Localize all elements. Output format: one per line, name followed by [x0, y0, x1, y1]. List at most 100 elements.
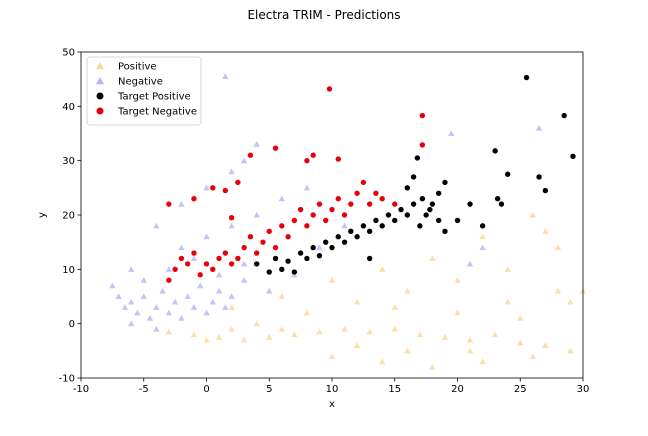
data-point — [391, 304, 398, 310]
data-point — [378, 222, 386, 230]
data-point — [240, 336, 248, 343]
data-point — [265, 228, 273, 235]
data-point — [322, 217, 330, 224]
data-point — [253, 320, 260, 327]
data-point — [178, 255, 185, 262]
data-point — [240, 277, 248, 283]
data-point — [228, 325, 235, 332]
data-point — [297, 249, 304, 257]
data-point — [391, 217, 399, 224]
data-point — [291, 217, 298, 224]
data-point — [529, 353, 536, 359]
y-tick-label: 20 — [62, 211, 75, 222]
data-point — [454, 277, 461, 283]
data-point — [222, 187, 229, 194]
data-point — [498, 200, 505, 208]
data-point — [165, 328, 173, 335]
data-point — [190, 195, 198, 202]
data-point — [303, 157, 311, 164]
data-point — [554, 287, 562, 294]
y-axis-ticks: -10 0 10 20 30 40 50 — [59, 48, 81, 385]
data-point — [165, 200, 173, 208]
data-point — [426, 206, 434, 213]
data-point — [115, 293, 122, 300]
data-point — [554, 244, 562, 251]
data-point — [429, 200, 436, 208]
data-point — [253, 260, 261, 268]
y-tick-label: 0 — [69, 319, 75, 330]
data-point — [178, 315, 185, 321]
data-point — [347, 228, 355, 235]
data-point — [197, 282, 204, 289]
data-point — [190, 304, 198, 310]
data-point — [215, 255, 223, 262]
data-point — [178, 244, 185, 251]
data-point — [272, 144, 279, 152]
data-point — [353, 233, 361, 241]
x-tick-label: 10 — [326, 384, 339, 395]
legend: Positive Negative Target Positive Target Ne… — [86, 56, 202, 126]
data-point — [414, 154, 421, 162]
data-point — [297, 206, 304, 213]
data-point — [372, 217, 380, 224]
data-point — [316, 252, 323, 260]
data-point — [560, 112, 568, 119]
legend-label: Target Positive — [117, 92, 191, 103]
series-3 — [165, 85, 426, 284]
series-2 — [253, 74, 577, 276]
data-point — [404, 287, 411, 294]
data-point — [360, 222, 367, 230]
data-point — [491, 331, 499, 338]
data-point — [353, 298, 361, 305]
data-point — [309, 211, 317, 219]
data-point — [165, 266, 173, 272]
data-point — [416, 331, 424, 338]
data-point — [309, 244, 317, 251]
legend-label: Target Negative — [117, 107, 197, 118]
data-point — [466, 336, 474, 343]
data-point — [240, 244, 248, 251]
y-tick-label: 40 — [62, 102, 75, 113]
data-point — [403, 211, 411, 219]
data-point — [360, 179, 367, 186]
data-point — [341, 325, 348, 332]
data-point — [284, 233, 292, 241]
data-point — [429, 255, 436, 262]
x-tick-label: 5 — [266, 384, 272, 395]
data-point — [334, 155, 342, 163]
data-point — [215, 334, 223, 340]
data-point — [422, 211, 430, 219]
data-point — [128, 266, 135, 272]
data-point — [134, 309, 141, 316]
data-point — [234, 179, 242, 186]
data-point — [441, 228, 449, 235]
legend-marker — [96, 62, 104, 70]
series-1 — [109, 73, 543, 332]
data-point — [419, 195, 426, 202]
data-point — [146, 315, 154, 321]
data-point — [209, 298, 216, 305]
data-point — [278, 195, 285, 202]
data-point — [334, 195, 342, 202]
data-point — [240, 260, 248, 267]
data-point — [303, 309, 311, 316]
data-point — [247, 151, 254, 159]
data-point — [209, 184, 217, 192]
data-point — [441, 334, 449, 340]
data-point — [479, 222, 486, 230]
data-point — [334, 233, 342, 241]
legend-label: Negative — [118, 77, 163, 88]
y-axis-label: y — [37, 212, 48, 218]
data-point — [341, 211, 348, 219]
data-point — [479, 244, 486, 251]
data-point — [234, 255, 242, 262]
data-point — [328, 244, 336, 251]
data-point — [328, 206, 336, 213]
data-point — [379, 266, 386, 272]
data-point — [140, 293, 147, 300]
data-point — [278, 293, 285, 300]
data-point — [429, 363, 436, 370]
data-point — [171, 266, 179, 273]
data-point — [165, 309, 173, 316]
